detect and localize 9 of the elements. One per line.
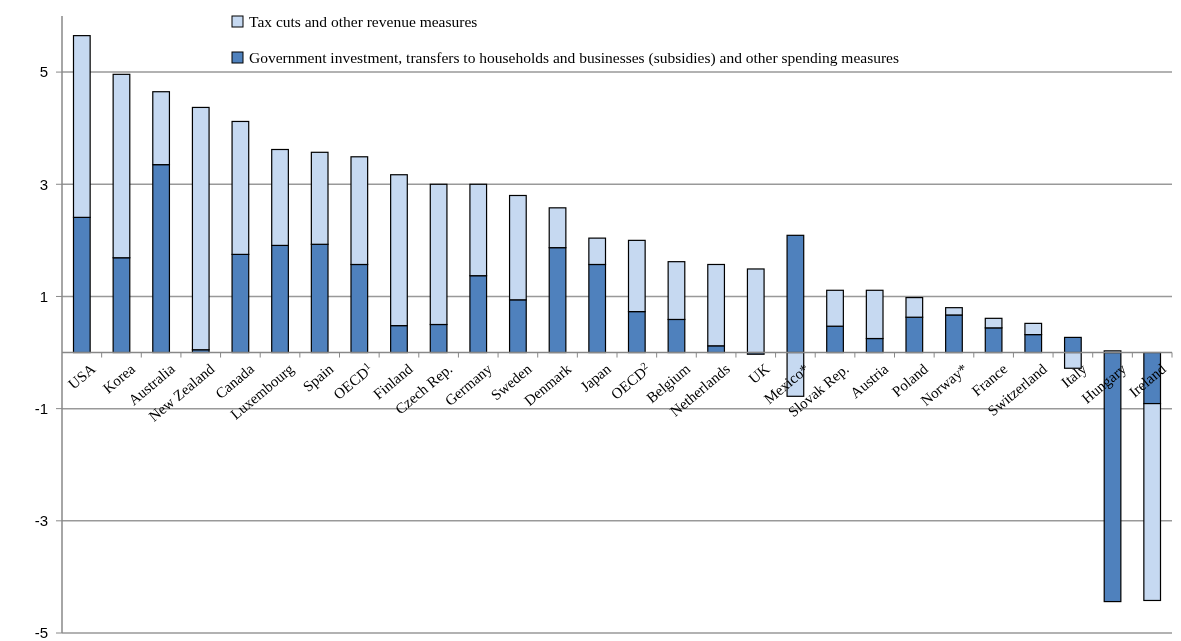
y-tick-label: 3: [39, 175, 48, 193]
y-tick-label: 1: [39, 287, 48, 305]
y-tick-label: -5: [34, 624, 48, 641]
legend-label: Government investment, transfers to households and businesses (subsidies) and other spending measures: [249, 49, 900, 68]
legend-label: Tax cuts and other revenue measures: [249, 13, 478, 31]
y-tick-label: -1: [34, 399, 48, 417]
x-tick-label: USA: [65, 360, 99, 393]
y-tick-label: 5: [39, 63, 48, 81]
y-tick-label: -3: [34, 512, 48, 530]
